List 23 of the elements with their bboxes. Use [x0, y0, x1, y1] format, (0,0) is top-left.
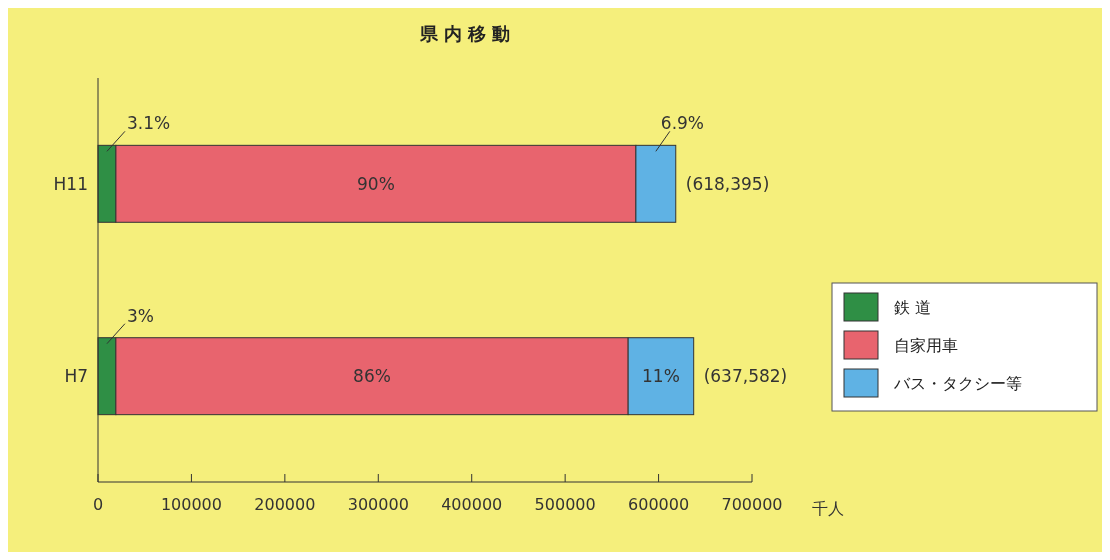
annotation: 6.9% — [660, 113, 705, 134]
annotation: 3% — [126, 305, 154, 326]
annotation: 3.1% — [126, 113, 171, 134]
x-tick-label: 600000 — [628, 495, 690, 514]
legend-label: バス・タクシー等 — [893, 374, 1022, 393]
x-tick-label: 200000 — [254, 495, 316, 514]
total-label: (618,395) — [685, 173, 770, 194]
annotation: 11% — [642, 366, 680, 387]
total-label: (637,582) — [703, 366, 788, 387]
x-tick-label: 700000 — [721, 495, 783, 514]
x-tick-label: 100000 — [160, 495, 222, 514]
x-tick-label: 300000 — [347, 495, 409, 514]
legend-label: 自家用車 — [894, 336, 958, 355]
annotation: 86% — [353, 366, 391, 387]
x-tick-label: 0 — [92, 495, 104, 514]
annotation: 90% — [357, 173, 395, 194]
y-tick-label: H7 — [64, 366, 88, 387]
x-tick-label: 500000 — [534, 495, 596, 514]
x-axis-title: 千人 — [812, 499, 844, 518]
chart-title: 県 内 移 動 — [418, 23, 511, 44]
y-tick-label: H11 — [53, 173, 88, 194]
legend-label: 鉄 道 — [894, 298, 932, 317]
x-tick-label: 400000 — [441, 495, 503, 514]
